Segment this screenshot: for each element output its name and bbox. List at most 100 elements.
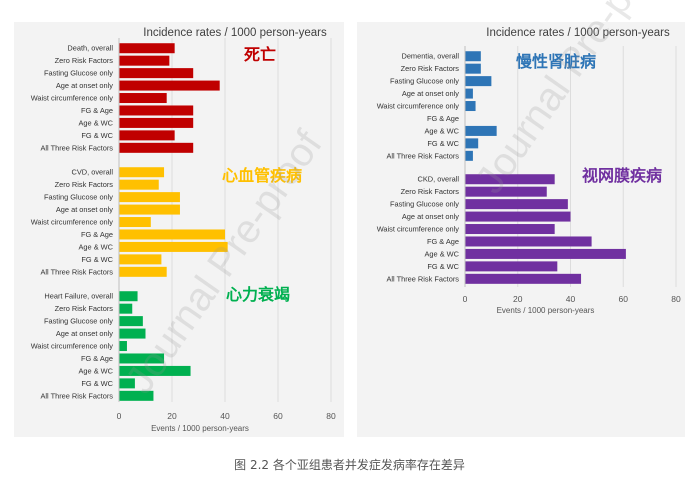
category-label: FG & WC [81,131,113,140]
category-label: Waist circumference only [31,218,114,227]
category-label: FG & Age [81,106,113,115]
bar [465,261,558,272]
left-chart: Incidence rates / 1000 person-years Death… [31,27,336,433]
series-label: 视网膜疾病 [582,166,662,185]
chart-title: Incidence rates / 1000 person-years [486,27,670,39]
right-chart: Incidence rates / 1000 person-years Demen… [377,27,681,315]
bar [119,117,194,128]
series-label: 心力衰竭 [226,285,290,304]
series-label: 慢性肾脏病 [516,52,596,71]
category-label: All Three Risk Factors [40,143,113,152]
x-tick-label: 60 [273,411,283,421]
category-label: CVD, overall [72,168,114,177]
category-label: Age & WC [79,242,114,251]
category-label: All Three Risk Factors [386,151,459,160]
category-label: Fasting Glucose only [44,317,113,326]
x-tick-label: 20 [513,294,523,304]
bar [465,101,476,112]
category-label: FG & WC [81,379,113,388]
bar [119,266,167,277]
category-label: Waist circumference only [31,94,114,103]
bar [465,88,473,99]
x-tick-label: 80 [326,411,336,421]
bar [119,328,146,339]
bar [119,341,127,352]
bar [119,241,228,252]
x-axis-label: Events / 1000 person-years [497,306,595,315]
x-tick-label: 0 [117,411,122,421]
bar [119,316,143,327]
x-tick-label: 20 [167,411,177,421]
bar [465,174,555,185]
bar [119,167,165,178]
bar [119,105,194,116]
series-label: 死亡 [244,45,276,64]
category-label: Zero Risk Factors [55,56,114,65]
category-label: All Three Risk Factors [40,391,113,400]
category-label: Waist circumference only [377,102,460,111]
category-label: Fasting Glucose only [44,193,113,202]
bar [465,76,492,87]
bar [119,365,191,376]
category-label: CKD, overall [418,175,460,184]
bar [119,254,162,265]
x-tick-label: 60 [619,294,629,304]
bar [465,51,481,62]
x-axis-label: Events / 1000 person-years [151,424,249,433]
category-label: Age at onset only [56,205,113,214]
bar [119,93,167,104]
category-label: FG & Age [81,230,113,239]
bar [465,273,582,284]
bar [119,55,170,66]
category-label: Waist circumference only [377,225,460,234]
x-tick-label: 40 [220,411,230,421]
x-tick-label: 80 [671,294,681,304]
category-label: Zero Risk Factors [55,180,114,189]
category-label: Age & WC [425,249,460,258]
category-label: Zero Risk Factors [55,304,114,313]
bar [465,224,555,235]
bar [119,142,194,153]
bar [119,192,180,203]
bar [119,179,159,190]
chart-title: Incidence rates / 1000 person-years [143,27,327,39]
category-label: FG & Age [427,237,459,246]
category-label: Age & WC [79,118,114,127]
bar [465,199,568,210]
bar [465,186,547,197]
category-label: Dementia, overall [401,52,459,61]
bar [465,63,481,74]
category-label: Fasting Glucose only [44,69,113,78]
category-label: Age & WC [425,126,460,135]
category-label: Age at onset only [56,81,113,90]
bar [119,353,165,364]
category-label: Age at onset only [402,212,459,221]
x-tick-label: 40 [566,294,576,304]
bar [119,68,194,79]
category-label: All Three Risk Factors [40,267,113,276]
bar [119,303,133,314]
category-label: FG & Age [427,114,459,123]
bar [119,130,175,141]
category-label: Age at onset only [402,89,459,98]
category-label: FG & WC [427,139,459,148]
category-label: All Three Risk Factors [386,274,459,283]
bar [465,150,473,161]
category-label: Zero Risk Factors [401,64,460,73]
category-label: Fasting Glucose only [390,200,459,209]
bar [119,217,151,228]
bar [465,248,626,259]
bar [465,138,479,149]
category-label: FG & WC [81,255,113,264]
category-label: Death, overall [67,44,113,53]
x-tick-label: 0 [463,294,468,304]
category-label: Waist circumference only [31,342,114,351]
bar [119,291,138,302]
bar [119,229,225,240]
bar [119,378,135,389]
bar [119,204,180,215]
bar [465,211,571,222]
bar [465,125,497,136]
figure-caption: 图 2.2 各个亚组患者并发症发病率存在差异 [234,458,465,472]
